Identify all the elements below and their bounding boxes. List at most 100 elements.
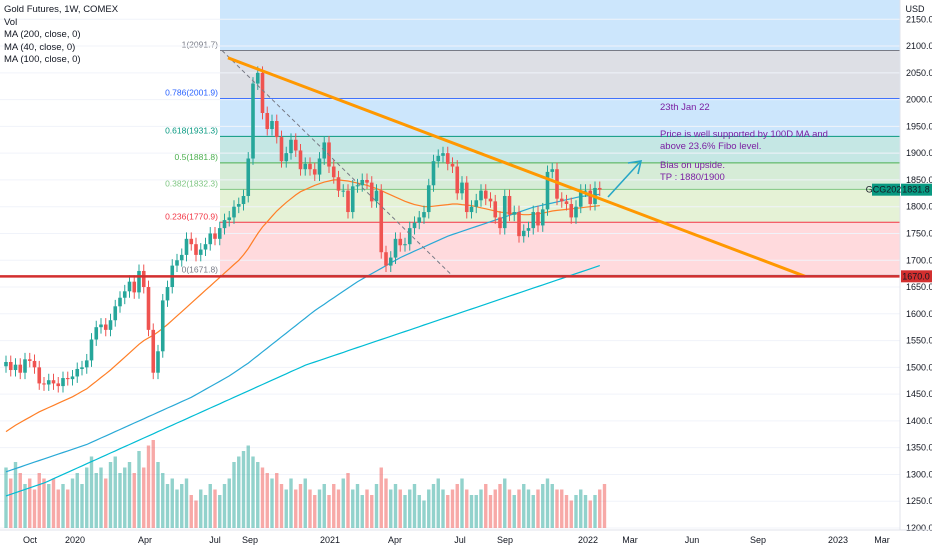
volume-bar <box>322 484 326 528</box>
annotation-line-2[interactable]: above 23.6% Fibo level. <box>660 141 761 152</box>
volume-bar <box>123 467 127 528</box>
candle-body <box>426 185 431 213</box>
volume-bar <box>265 473 269 528</box>
annotation-line-1[interactable]: Price is well supported by 100D MA and <box>660 129 828 140</box>
volume-bar <box>545 478 550 528</box>
volume-bar <box>317 489 322 528</box>
candle-body <box>80 367 84 369</box>
last-price-text: 1831.8 <box>902 185 930 195</box>
volume-bar <box>474 495 478 528</box>
time-tick-2: Apr <box>138 535 152 545</box>
price-tick-6: 1500.0 <box>906 362 932 372</box>
volume-bar <box>465 489 469 528</box>
ma-200-line <box>5 265 600 497</box>
volume-bar <box>199 489 203 528</box>
volume-bar <box>370 495 374 528</box>
volume-bar <box>308 489 312 528</box>
fib-diagonal <box>221 50 453 276</box>
volume-bar <box>398 489 402 528</box>
candle-body <box>51 380 56 384</box>
volume-bar <box>336 489 341 528</box>
upside-arrow <box>607 161 641 198</box>
ma-40-indicator-label[interactable]: MA (40, close, 0) <box>4 41 76 53</box>
volume-bar <box>203 495 208 528</box>
candle-body <box>217 228 222 239</box>
support-price-text: 1670.0 <box>902 271 930 281</box>
candle-body <box>27 359 32 361</box>
volume-bar <box>256 462 260 528</box>
candle-body <box>227 217 232 221</box>
candle-body <box>108 320 113 330</box>
volume-bar <box>275 473 279 528</box>
candle-body <box>578 190 583 207</box>
annotation-line-3[interactable]: Bias on upside. <box>660 160 725 171</box>
time-tick-0: Oct <box>23 535 38 545</box>
annotation-line-4[interactable]: TP : 1880/1900 <box>660 172 725 183</box>
volume-bar <box>165 484 170 528</box>
ma-200-indicator-label[interactable]: MA (200, close, 0) <box>4 29 81 40</box>
symbol-badge-text: GCG2022 <box>866 185 907 195</box>
candle-body <box>336 177 341 191</box>
volume-bar <box>360 495 364 528</box>
volume-bar <box>246 445 250 528</box>
price-tick-12: 1800.0 <box>906 202 932 212</box>
candle-body <box>232 206 236 218</box>
volume-bar <box>469 495 474 528</box>
candle-body <box>236 204 241 207</box>
volume-bar <box>427 489 431 528</box>
candle-body <box>70 376 75 380</box>
ma-100-indicator-label[interactable]: MA (100, close, 0) <box>4 54 81 65</box>
candle-body <box>208 233 213 245</box>
volume-bar <box>564 495 569 528</box>
candle-body <box>160 300 165 352</box>
volume-bar <box>536 489 540 528</box>
volume-bar <box>313 495 317 528</box>
annotation-date[interactable]: 23th Jan 22 <box>660 102 710 113</box>
volume-bar <box>507 489 512 528</box>
candle-body <box>203 244 208 250</box>
candle-body <box>331 166 336 178</box>
volume-bar <box>555 489 559 528</box>
volume-bar <box>227 478 231 528</box>
candle-body <box>450 163 455 167</box>
volume-bar <box>408 489 412 528</box>
volume-bar <box>498 484 502 528</box>
candle-body <box>455 166 460 194</box>
volume-indicator-label[interactable]: Vol <box>4 16 18 28</box>
candle-body <box>350 186 355 213</box>
symbol-badge <box>872 183 900 196</box>
symbol-title[interactable]: Gold Futures, 1W, COMEX <box>4 4 119 15</box>
volume-bar <box>389 489 393 528</box>
volume-bar <box>417 495 421 528</box>
fib-label-1: 0.786(2001.9) <box>165 88 218 98</box>
time-tick-12: Sep <box>750 535 766 545</box>
volume-bar <box>479 489 483 528</box>
candle-body <box>99 324 103 328</box>
volume-bar <box>446 495 450 528</box>
candle-body <box>483 190 488 199</box>
volume-bar <box>175 489 179 528</box>
candle-body <box>517 212 521 237</box>
ma-40-line <box>5 179 600 433</box>
price-tick-9: 1650.0 <box>906 282 932 292</box>
candle-body <box>431 161 436 186</box>
candle-body <box>469 206 474 213</box>
candle-body <box>75 368 80 377</box>
volume-bar <box>70 478 75 528</box>
volume-bar <box>241 451 246 528</box>
volume-bar <box>346 473 350 528</box>
upside-arrowhead <box>627 160 643 175</box>
candle-body <box>265 112 270 130</box>
volume-bars <box>4 440 607 528</box>
candle-body <box>365 179 369 183</box>
candle-body <box>213 233 217 239</box>
candle-body <box>507 195 512 215</box>
volume-bar <box>441 489 445 528</box>
candle-body <box>502 195 507 229</box>
volume-bar <box>393 484 398 528</box>
fib-label-0: 1(2091.7) <box>182 39 219 49</box>
candle-body <box>61 378 65 387</box>
fib-label-6: 0(1671.8) <box>182 264 219 274</box>
time-tick-1: 2020 <box>65 535 85 545</box>
